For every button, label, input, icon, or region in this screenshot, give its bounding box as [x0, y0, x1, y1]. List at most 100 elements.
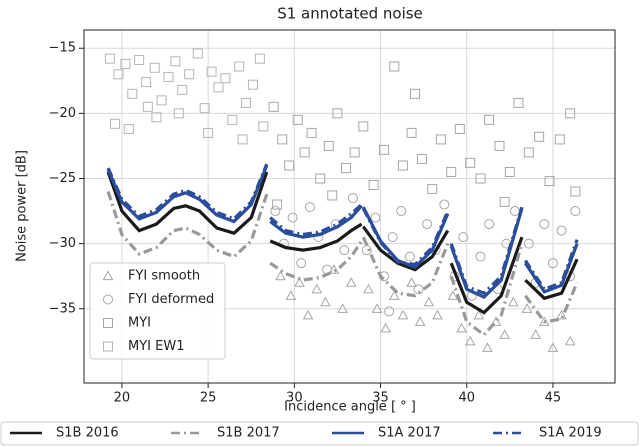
scatter-point	[272, 199, 283, 210]
scatter-point	[284, 160, 295, 171]
scatter-point	[456, 322, 467, 333]
scatter-point	[465, 157, 476, 168]
scatter-point	[323, 140, 334, 151]
scatter-point	[341, 163, 352, 174]
y-axis-label: Noise power [dB]	[15, 150, 30, 262]
scatter-point	[406, 277, 417, 287]
scatter-point	[313, 232, 324, 243]
scatter-point	[544, 176, 555, 187]
legend-label: S1A 2019	[539, 426, 602, 441]
scatter-point	[475, 173, 486, 184]
scatter-point	[388, 290, 400, 300]
scatter-point	[306, 127, 317, 138]
legend-label: S1B 2017	[217, 426, 280, 441]
y-tick-label: −20	[49, 106, 76, 121]
scatter-point	[482, 342, 493, 352]
x-axis-label: Incidence angle [ ° ]	[284, 400, 416, 415]
scatter-point	[475, 251, 486, 262]
y-tick-label: −35	[49, 301, 76, 316]
line-series	[106, 171, 579, 315]
legend-marker	[102, 270, 114, 281]
scatter-point	[270, 206, 281, 217]
scatter-point	[507, 296, 519, 307]
scatter-point	[570, 186, 581, 197]
scatter-point	[556, 309, 567, 320]
scatter-point	[227, 114, 238, 125]
scatter-point	[113, 69, 124, 80]
scatter-point	[347, 193, 358, 204]
scatter-point	[427, 183, 438, 194]
scatter-point	[327, 190, 338, 201]
scatter-point	[151, 112, 162, 123]
scatter-point	[389, 61, 400, 72]
scatter-point	[435, 134, 446, 145]
legend-label: S1A 2017	[378, 426, 441, 441]
scatter-point	[499, 329, 511, 339]
scatter-point	[368, 180, 379, 191]
scatter-point	[432, 309, 443, 320]
scatter-point	[120, 58, 131, 69]
scatter-point	[534, 131, 545, 142]
scatter-point	[192, 48, 203, 59]
scatter-point	[292, 114, 303, 125]
scatter-point	[464, 335, 476, 346]
scatter-point	[397, 160, 408, 171]
scatter-point	[523, 147, 534, 158]
legend-marker	[103, 294, 113, 305]
scatter-point	[247, 79, 258, 90]
scatter-point	[490, 316, 502, 326]
scatter-point	[416, 153, 427, 164]
scatter-point	[504, 166, 515, 177]
scatter-point	[304, 202, 315, 213]
scatter-point	[177, 84, 188, 95]
legend-marker	[103, 318, 113, 328]
scatter-point	[220, 73, 231, 84]
scatter-point	[547, 342, 559, 352]
x-tick-label: 30	[286, 391, 303, 406]
scatter-point	[213, 82, 224, 93]
scatter-point	[404, 251, 415, 262]
scatter-point	[565, 108, 576, 119]
scatter-point	[311, 283, 323, 294]
scatter-point	[149, 62, 160, 73]
scatter-point	[539, 219, 550, 230]
scatter-point	[258, 121, 269, 132]
scatter-point	[363, 283, 374, 294]
scatter-point	[423, 296, 435, 307]
line-series	[106, 164, 579, 299]
scatter-point	[554, 134, 565, 145]
scatter-point	[422, 219, 433, 230]
scatter-point	[564, 335, 576, 346]
scatter-point	[447, 290, 459, 300]
scatter-point	[570, 206, 581, 217]
scatter-point	[384, 306, 395, 317]
scatter-point	[294, 277, 305, 287]
scatter-point	[123, 123, 134, 134]
scatter-point	[521, 303, 533, 313]
scatter-point	[302, 309, 314, 320]
y-tick-label: −25	[49, 171, 76, 186]
scatter-point	[484, 219, 495, 230]
scatter-point	[163, 71, 174, 82]
scatter-point	[454, 123, 465, 134]
scatter-point	[396, 206, 407, 217]
scatter-point	[299, 147, 310, 158]
scatter-point	[203, 127, 214, 138]
scatter-point	[170, 56, 181, 67]
chart-title: S1 annotated noise	[277, 5, 423, 23]
scatter-point	[199, 103, 210, 114]
scatter-point	[277, 134, 288, 145]
scatter-point	[296, 258, 307, 269]
scatter-point	[406, 127, 417, 138]
scatter-point	[361, 245, 372, 256]
x-tick-label: 20	[114, 391, 131, 406]
scatter-point	[287, 212, 298, 223]
legend-label: MYI	[128, 316, 151, 331]
legend-box	[89, 262, 226, 360]
scatter-point	[110, 118, 121, 129]
scatter-point	[380, 322, 392, 333]
scatter-point	[538, 316, 550, 326]
scatter-point	[513, 97, 524, 108]
scatter-point	[184, 69, 195, 80]
scatter-point	[173, 108, 184, 119]
